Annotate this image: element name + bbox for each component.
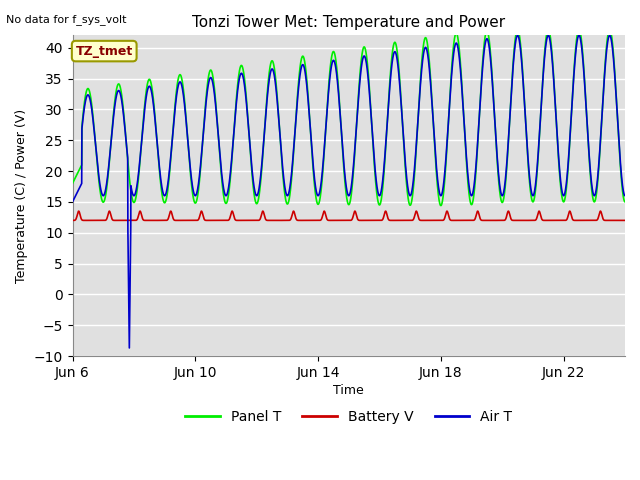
Text: TZ_tmet: TZ_tmet	[76, 45, 133, 58]
Text: No data for f_sys_volt: No data for f_sys_volt	[6, 14, 127, 25]
X-axis label: Time: Time	[333, 384, 364, 397]
Legend: Panel T, Battery V, Air T: Panel T, Battery V, Air T	[180, 405, 518, 430]
Title: Tonzi Tower Met: Temperature and Power: Tonzi Tower Met: Temperature and Power	[192, 15, 506, 30]
Y-axis label: Temperature (C) / Power (V): Temperature (C) / Power (V)	[15, 108, 28, 283]
